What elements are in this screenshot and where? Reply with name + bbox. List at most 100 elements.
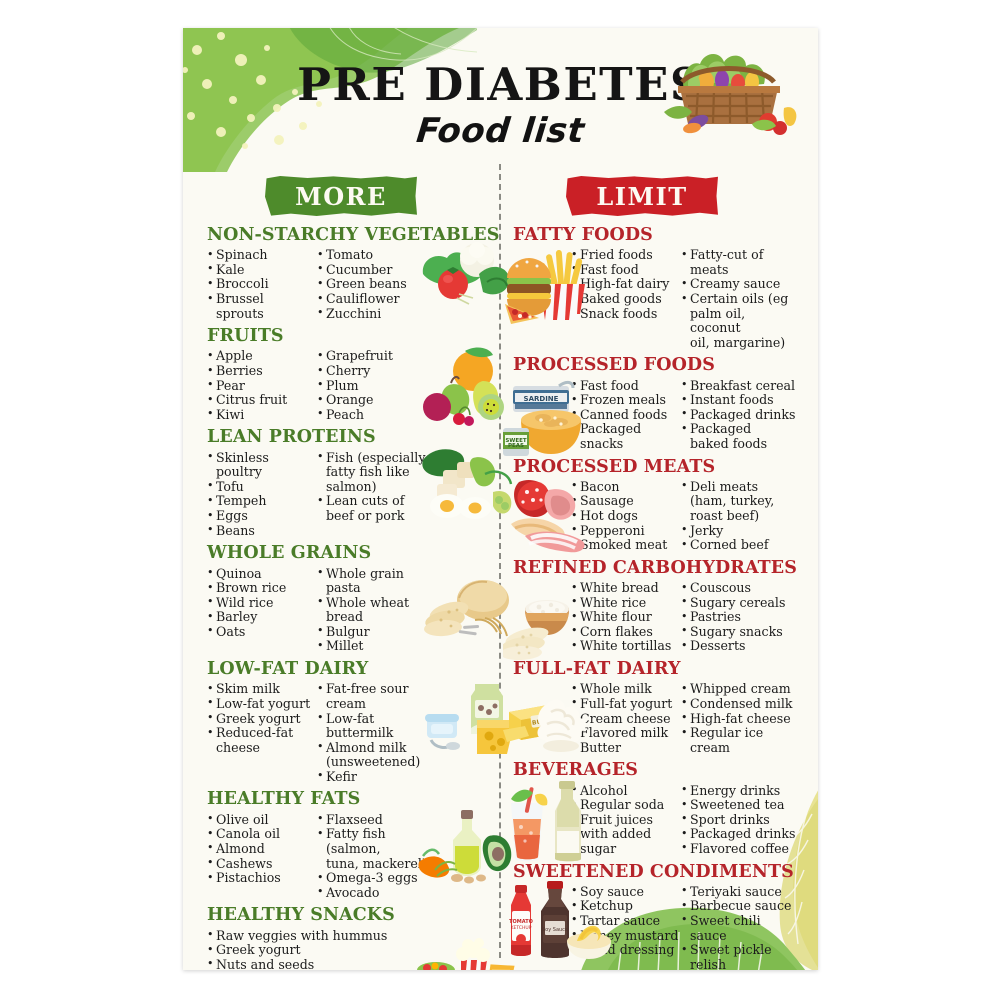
list-item: Flavored coffee	[681, 841, 799, 857]
bullet-column-b: FlaxseedFatty fish (salmon,tuna, mackere…	[317, 812, 435, 901]
list-item: Kiwi	[207, 407, 315, 423]
bullet-list: Teriyaki sauceBarbecue sauceSweet chili …	[681, 884, 799, 970]
bullet-list: AppleBerriesPearCitrus fruitKiwi	[207, 349, 315, 422]
more-banner: MORE	[265, 176, 417, 216]
list-item: Pear	[207, 378, 315, 394]
list-item: Orange	[317, 393, 435, 408]
section-columns: BaconSausageHot dogsPepperoniSmoked meat…	[513, 479, 813, 553]
bullet-column-a: Olive oilCanola oilAlmondCashewsPistachi…	[207, 812, 315, 901]
list-item: Salad dressing	[571, 943, 679, 958]
vegetable-basket-icon	[656, 38, 806, 138]
list-item: Certain oils (eg	[681, 291, 799, 307]
list-item: Low-fat buttermilk	[317, 711, 435, 741]
list-item: Avocado	[317, 885, 435, 901]
list-item: sprouts	[216, 305, 264, 321]
list-item: Fast food	[571, 378, 679, 394]
bullet-column-a: BaconSausageHot dogsPepperoniSmoked meat	[571, 479, 679, 553]
list-item: Greek yogurt	[207, 943, 497, 958]
bullet-list: BaconSausageHot dogsPepperoniSmoked meat	[571, 479, 679, 553]
section-fruits: FRUITSAppleBerriesPearCitrus fruitKiwiGr…	[207, 326, 507, 427]
list-item: Butter	[571, 740, 679, 756]
section-non-starchy-vegetables: NON-STARCHY VEGETABLES SpinachKaleBroccol…	[207, 225, 509, 321]
more-column: NON-STARCHY VEGETABLES SpinachKaleBroccol…	[207, 225, 515, 970]
list-item: Fried foods	[571, 248, 679, 263]
list-item: Energy drinks	[681, 783, 799, 799]
bullet-list: Fried foodsFast foodHigh-fat dairyBaked …	[571, 248, 679, 321]
bullet-list: Whole milkFull-fat yogurtCream cheeseFla…	[571, 682, 679, 755]
list-item: Packaged	[571, 422, 679, 437]
list-item: Cherry	[317, 363, 435, 379]
list-item: Flavored milk	[571, 725, 679, 741]
list-item: sugar	[580, 840, 617, 856]
section-fatty-foods: FATTY FOODS Fried foodsFast foodHigh-fat …	[505, 225, 813, 350]
section-heading: PROCESSED FOODS	[513, 355, 715, 376]
list-item: Fruit juices	[571, 812, 679, 828]
section-processed-meats: PROCESSED MEATSBaconSausageHot dogsPeppe…	[511, 456, 813, 553]
list-item: Whipped cream	[681, 682, 799, 697]
list-item: Reduced-fat	[207, 725, 315, 741]
list-item: Almond	[207, 841, 315, 857]
list-item: Flaxseed	[317, 812, 435, 828]
list-item: Citrus fruit	[207, 393, 315, 408]
bullet-list: GrapefruitCherryPlumOrangePeach	[317, 349, 435, 422]
section-heading: WHOLE GRAINS	[207, 543, 372, 564]
limit-banner: LIMIT	[566, 176, 718, 216]
list-item: fatty fish like	[326, 464, 410, 480]
bullet-list: Fat-free sour creamLow-fat buttermilkAlm…	[317, 681, 435, 785]
section-heading: BEVERAGES	[513, 760, 638, 781]
section-heading: NON-STARCHY VEGETABLES	[207, 225, 500, 245]
list-item: Corn flakes	[571, 624, 679, 640]
bullet-list: Breakfast cerealInstant foodsPackaged dr…	[681, 378, 799, 452]
bullet-list: Skinless poultryTofuTempehEggsBeans	[207, 450, 315, 539]
list-item: Low-fat yogurt	[207, 696, 315, 712]
list-item: Whole wheat	[317, 595, 435, 611]
section-whole-grains: WHOLE GRAINSQuinoaBrown riceWild riceBar…	[207, 543, 509, 655]
section-heading: PROCESSED MEATS	[513, 456, 716, 477]
section-full-fat-dairy: FULL-FAT DAIRYWhole milkFull-fat yogurtC…	[503, 659, 813, 755]
list-item: Plum	[317, 378, 435, 394]
bullet-column-a: AppleBerriesPearCitrus fruitKiwi	[207, 349, 315, 422]
bullet-column-b: Whipped creamCondensed milkHigh-fat chee…	[681, 682, 799, 755]
list-item: Canned foods	[571, 407, 679, 423]
list-item: cream	[690, 739, 730, 755]
list-item: Packaged drinks	[681, 827, 799, 842]
list-item: Cashews	[207, 856, 315, 872]
bullet-column-a: Fast foodFrozen mealsCanned foodsPackage…	[571, 378, 679, 452]
list-item: Pastries	[681, 610, 799, 625]
list-item: Smoked meat	[571, 538, 679, 553]
bullet-list: Skim milkLow-fat yogurtGreek yogurtReduc…	[207, 682, 315, 755]
list-item: Kefir	[317, 769, 435, 785]
list-item: Beans	[207, 523, 315, 539]
list-item: Hot dogs	[571, 508, 679, 524]
section-healthy-snacks: HEALTHY SNACKSRaw veggies with hummusGre…	[207, 906, 515, 970]
bullet-column-b: Energy drinksSweetened teaSport drinksPa…	[681, 783, 799, 857]
section-columns: Skinless poultryTofuTempehEggsBeansFish …	[207, 450, 507, 539]
list-item: Skim milk	[207, 682, 315, 697]
section-healthy-fats: HEALTHY FATSOlive oilCanola oilAlmondCas…	[207, 790, 512, 901]
list-item: snacks	[580, 436, 624, 452]
section-columns: AppleBerriesPearCitrus fruitKiwiGrapefru…	[207, 349, 507, 422]
list-item: Fast food	[571, 262, 679, 278]
bullet-list: Whole grain pastaWhole wheatbreadBulgurM…	[317, 566, 435, 655]
list-item: (ham, turkey,	[690, 493, 775, 509]
list-item: Packaged drinks	[681, 407, 799, 423]
list-item: cheese	[216, 739, 260, 755]
list-item: Packaged	[681, 422, 799, 437]
bullet-column-b: Teriyaki sauceBarbecue sauceSweet chili …	[681, 884, 799, 970]
list-item: Sweet chili sauce	[681, 913, 799, 943]
list-item: beef or pork	[326, 508, 405, 524]
bullet-column-a: Soy sauceKetchupTartar sauceHoney mustar…	[571, 884, 679, 970]
list-item: Fatty-cut of meats	[681, 247, 799, 277]
section-low-fat-dairy: LOW-FAT DAIRYSkim milkLow-fat yogurtGree…	[207, 659, 515, 785]
list-item: Tartar sauce	[571, 913, 679, 929]
list-item: Ketchup	[571, 899, 679, 914]
bullet-list: Whipped creamCondensed milkHigh-fat chee…	[681, 682, 799, 755]
bullet-column-a: Fried foodsFast foodHigh-fat dairyBaked …	[571, 248, 679, 350]
list-item: Full-fat yogurt	[571, 696, 679, 712]
list-item: Bulgur	[317, 624, 435, 640]
section-columns: SpinachKaleBroccoliBrusselsproutsTomatoC…	[207, 248, 507, 321]
